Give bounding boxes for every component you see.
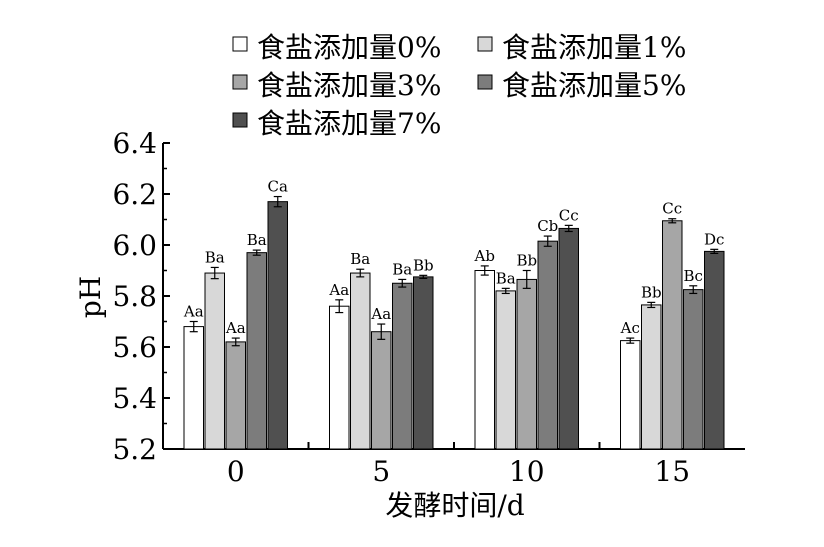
- bar: [620, 340, 641, 450]
- legend-swatch: [232, 74, 248, 90]
- legend-label: 食盐添加量3%: [257, 69, 441, 102]
- bar: [392, 282, 413, 450]
- x-axis-title: 发酵时间/d: [385, 489, 524, 522]
- bar: [662, 220, 683, 450]
- significance-label: Ba: [350, 250, 370, 268]
- bar: [350, 272, 371, 450]
- bar: [204, 272, 225, 450]
- significance-label: Aa: [370, 305, 391, 323]
- bar: [516, 278, 537, 450]
- bar: [495, 290, 516, 450]
- y-axis: 5.2 5.4 5.6 5.8 6.0 6.2 6.4: [112, 127, 170, 466]
- legend: 食盐添加量0% 食盐添加量1% 食盐添加量3% 食盐添加量5% 食盐添加量7%: [232, 31, 686, 140]
- bar: [704, 250, 725, 450]
- significance-label: Aa: [183, 303, 204, 321]
- x-tick-label: 15: [654, 455, 690, 488]
- y-tick-label: 6.4: [112, 127, 157, 160]
- significance-label: Ab: [474, 247, 495, 265]
- significance-label: Bb: [641, 283, 662, 301]
- significance-label: Bc: [684, 267, 703, 285]
- bar: [246, 252, 267, 450]
- y-tick-label: 5.8: [112, 280, 157, 313]
- legend-swatch: [477, 74, 493, 90]
- y-axis-title: pH: [74, 276, 107, 318]
- bar: [329, 305, 350, 450]
- significance-label: Cc: [559, 206, 579, 224]
- x-tick-label: 5: [372, 455, 390, 488]
- legend-label: 食盐添加量5%: [502, 69, 686, 102]
- significance-label: Ba: [496, 269, 516, 287]
- significance-label: Ba: [205, 248, 225, 266]
- significance-label: Cb: [537, 217, 558, 235]
- bar: [225, 341, 246, 450]
- significance-label: Bb: [516, 252, 537, 270]
- bar: [371, 331, 392, 450]
- significance-label: Ac: [620, 319, 640, 337]
- legend-label: 食盐添加量0%: [257, 31, 441, 64]
- bar: [558, 227, 579, 450]
- significance-label: Ba: [392, 260, 412, 278]
- legend-label: 食盐添加量1%: [502, 31, 686, 64]
- y-tick-label: 5.4: [112, 382, 157, 415]
- y-tick-label: 5.6: [112, 331, 157, 364]
- y-tick-label: 6.2: [112, 178, 157, 211]
- bar: [537, 240, 558, 450]
- y-tick-label: 6.0: [112, 229, 157, 262]
- x-tick-label: 10: [509, 455, 545, 488]
- significance-label: Ba: [247, 231, 267, 249]
- bar: [683, 289, 704, 450]
- significance-label: Dc: [704, 230, 724, 248]
- bar: [641, 304, 662, 450]
- x-tick-label: 0: [227, 455, 245, 488]
- significance-label: Cc: [662, 200, 682, 218]
- legend-swatch: [477, 36, 493, 52]
- bar: [413, 276, 434, 450]
- legend-swatch: [232, 112, 248, 128]
- significance-label: Bb: [413, 256, 434, 274]
- legend-label: 食盐添加量7%: [257, 107, 441, 140]
- significance-label: Ca: [268, 178, 288, 196]
- significance-label: Aa: [225, 319, 246, 337]
- bar: [474, 270, 495, 450]
- y-tick-label: 5.2: [112, 433, 157, 466]
- bar: [183, 326, 204, 450]
- legend-swatch: [232, 36, 248, 52]
- bar: [267, 201, 288, 450]
- significance-label: Aa: [328, 281, 349, 299]
